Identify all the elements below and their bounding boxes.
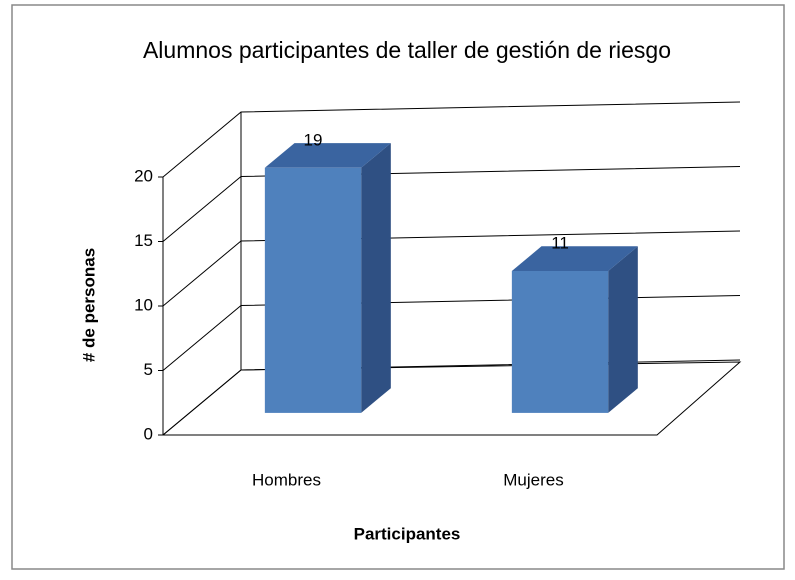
bar-side [361,143,391,413]
bar-side [608,246,638,413]
bar [511,271,609,413]
y-tick-label: 0 [144,424,153,443]
x-tick-label: Hombres [252,470,321,489]
y-tick-label: 10 [134,295,153,314]
data-label: 19 [304,130,323,149]
chart-border [11,4,785,570]
y-tick-label: 20 [134,166,153,185]
chart-title: Alumnos participantes de taller de gesti… [143,37,671,63]
bar [264,167,362,413]
data-label: 11 [551,233,569,252]
y-tick-label: 15 [134,231,153,250]
bar-top [511,246,638,271]
bar-top [264,143,391,168]
y-tick-label: 5 [144,360,153,379]
y-axis-label: # de personas [79,248,98,362]
x-axis-label: Participantes [354,524,461,543]
x-tick-label: Mujeres [503,470,563,489]
